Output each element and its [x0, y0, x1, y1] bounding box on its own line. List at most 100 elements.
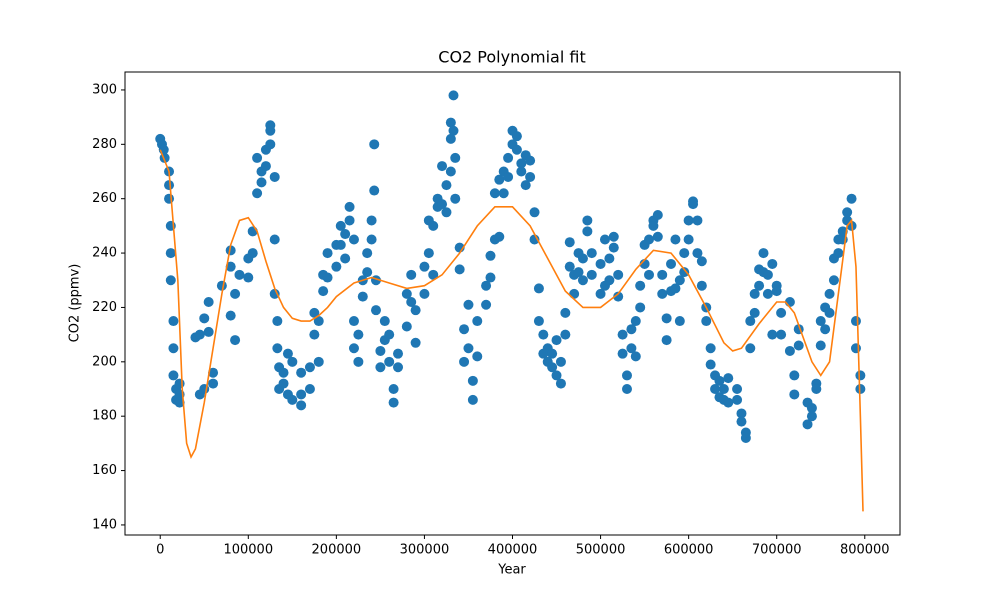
scatter-point	[529, 207, 540, 218]
scatter-point	[503, 152, 514, 163]
scatter-point	[304, 362, 315, 373]
scatter-point	[613, 269, 624, 280]
scatter-point	[754, 280, 765, 291]
scatter-point	[595, 288, 606, 299]
scatter-point	[366, 215, 377, 226]
scatter-point	[635, 302, 646, 313]
scatter-point	[657, 288, 668, 299]
scatter-point	[252, 152, 263, 163]
scatter-point	[406, 297, 417, 308]
scatter-point	[644, 269, 655, 280]
scatter-point	[657, 269, 668, 280]
scatter-point	[661, 335, 672, 346]
scatter-point	[225, 261, 236, 272]
scatter-point	[670, 234, 681, 245]
scatter-point	[410, 337, 421, 348]
scatter-point	[626, 324, 637, 335]
scatter-point	[630, 351, 641, 362]
scatter-point	[296, 400, 307, 411]
scatter-point	[454, 264, 465, 275]
scatter-point	[582, 226, 593, 237]
scatter-point	[850, 343, 861, 354]
scatter-point	[820, 324, 831, 335]
scatter-point	[560, 329, 571, 340]
scatter-point	[485, 272, 496, 283]
scatter-point	[621, 370, 632, 381]
scatter-point	[168, 343, 179, 354]
x-tick-label: 300000	[400, 543, 450, 558]
scatter-point	[448, 125, 459, 136]
scatter-point	[710, 384, 721, 395]
y-tick-label: 240	[92, 246, 117, 261]
scatter-point	[749, 288, 760, 299]
scatter-point	[450, 152, 461, 163]
scatter-point	[538, 329, 549, 340]
scatter-point	[670, 283, 681, 294]
scatter-point	[450, 193, 461, 204]
scatter-point	[278, 378, 289, 389]
scatter-point	[437, 199, 448, 210]
scatter-point	[701, 316, 712, 327]
x-tick-label: 700000	[752, 543, 802, 558]
scatter-point	[555, 356, 566, 367]
scatter-point	[164, 180, 175, 191]
scatter-point	[635, 280, 646, 291]
scatter-point	[732, 384, 743, 395]
scatter-point	[705, 343, 716, 354]
scatter-point	[445, 133, 456, 144]
scatter-point	[463, 343, 474, 354]
scatter-point	[582, 215, 593, 226]
scatter-point	[393, 362, 404, 373]
scatter-point	[375, 362, 386, 373]
scatter-point	[850, 316, 861, 327]
scatter-point	[674, 316, 685, 327]
scatter-point	[348, 343, 359, 354]
scatter-point	[661, 313, 672, 324]
scatter-point	[322, 248, 333, 259]
scatter-point	[586, 248, 597, 259]
scatter-point	[696, 256, 707, 267]
scatter-point	[485, 250, 496, 261]
scatter-point	[340, 253, 351, 264]
scatter-point	[322, 272, 333, 283]
y-tick-label: 220	[92, 300, 117, 315]
plot-area	[155, 90, 866, 512]
scatter-point	[555, 378, 566, 389]
scatter-point	[199, 313, 210, 324]
scatter-point	[740, 427, 751, 438]
scatter-point	[806, 411, 817, 422]
scatter-point	[679, 248, 690, 259]
y-tick-label: 200	[92, 354, 117, 369]
scatter-point	[384, 329, 395, 340]
scatter-point	[648, 220, 659, 231]
x-tick-label: 200000	[312, 543, 362, 558]
scatter-point	[203, 297, 214, 308]
scatter-point	[459, 356, 470, 367]
scatter-point	[369, 139, 380, 150]
scatter-point	[688, 196, 699, 207]
scatter-point	[428, 220, 439, 231]
scatter-point	[410, 305, 421, 316]
scatter-point	[503, 171, 514, 182]
scatter-point	[511, 144, 522, 155]
scatter-point	[833, 248, 844, 259]
scatter-point	[837, 226, 848, 237]
chart-title: CO2 Polynomial fit	[438, 48, 585, 67]
scatter-point	[243, 272, 254, 283]
scatter-point	[599, 234, 610, 245]
scatter-point	[272, 316, 283, 327]
scatter-point	[168, 370, 179, 381]
scatter-point	[252, 188, 263, 199]
scatter-point	[564, 261, 575, 272]
scatter-point	[762, 269, 773, 280]
scatter-point	[168, 316, 179, 327]
scatter-point	[547, 348, 558, 359]
scatter-point	[366, 234, 377, 245]
scatter-point	[309, 307, 320, 318]
scatter-point	[529, 234, 540, 245]
scatter-point	[463, 299, 474, 310]
scatter-point	[674, 275, 685, 286]
scatter-point	[745, 343, 756, 354]
scatter-point	[824, 288, 835, 299]
scatter-point	[771, 280, 782, 291]
